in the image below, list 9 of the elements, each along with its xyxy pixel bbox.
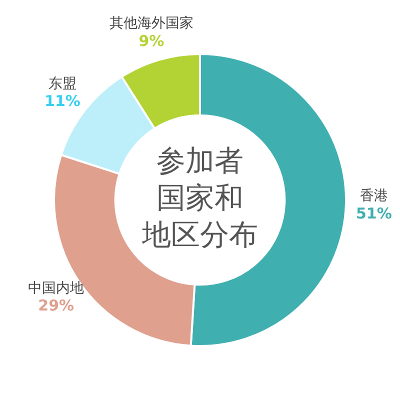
slice-label: 东盟 xyxy=(48,76,77,92)
data-label: 51% xyxy=(356,204,392,222)
slice-label: 香港 xyxy=(360,188,388,204)
text: 参加者国家和地区分布 xyxy=(141,144,258,252)
data-label: 29% xyxy=(38,296,74,315)
slice-label: 中国内地 xyxy=(28,280,84,296)
data-label: 9% xyxy=(138,32,164,50)
slice-label: 其他海外国家 xyxy=(109,16,194,32)
data-label: 11% xyxy=(44,92,80,110)
